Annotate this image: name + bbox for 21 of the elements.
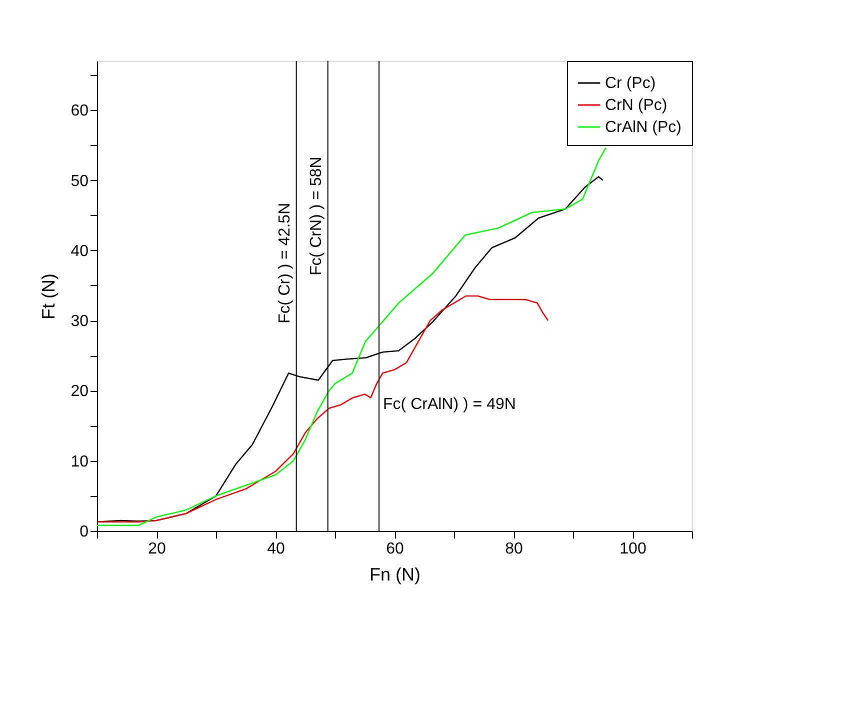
y-tick-label: 60 <box>70 102 89 120</box>
y-tick-label: 50 <box>70 172 89 190</box>
legend-label: CrAlN (Pc) <box>605 119 682 136</box>
y-tick-label: 40 <box>70 242 89 260</box>
x-tick-label: 100 <box>620 540 646 558</box>
x-tick-label: 20 <box>148 540 166 558</box>
legend-label: Cr (Pc) <box>605 75 656 92</box>
y-tick-label: 0 <box>80 524 89 540</box>
annotation: Fc( CrAlN) ) = 49N <box>383 396 516 414</box>
x-tick-label: 40 <box>267 540 285 558</box>
line-series <box>97 295 549 523</box>
annotation: Fc( Cr) ) = 42.5N <box>276 202 294 324</box>
legend-label: CrN (Pc) <box>605 97 668 114</box>
y-tick-label: 30 <box>70 313 89 330</box>
y-axis-title: Ft (N) <box>38 274 59 320</box>
x-tick-label: 80 <box>505 540 523 558</box>
y-tick-label: 10 <box>70 453 89 470</box>
x-axis-title: Fn (N) <box>370 564 420 584</box>
x-tick-label: 60 <box>386 540 404 558</box>
y-tick-label: 20 <box>70 383 89 400</box>
annotation: Fc( CrN) ) = 58N <box>308 156 325 276</box>
